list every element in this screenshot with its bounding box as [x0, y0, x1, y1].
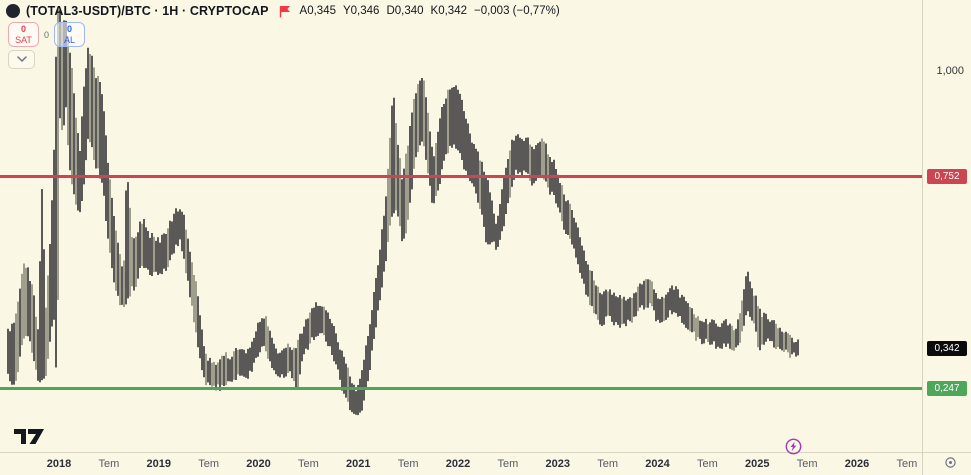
ohlc-item: K0,342 — [430, 5, 467, 17]
ohlc-item: D0,340 — [386, 5, 424, 17]
sell-count: 0 — [20, 24, 26, 35]
sell-button[interactable]: 0 SAT — [8, 22, 39, 47]
time-tick-july: Tem — [896, 458, 918, 470]
price-axis[interactable]: 1,000 — [922, 0, 971, 452]
sell-label: SAT — [15, 34, 32, 45]
time-tick-july: Tem — [397, 458, 419, 470]
candles-series — [7, 9, 799, 416]
time-tick-year: 2018 — [46, 458, 72, 470]
resistance-price-label: 0,752 — [927, 168, 967, 184]
spread-value: 0 — [44, 29, 50, 40]
candles-series — [15, 9, 791, 402]
time-axis[interactable]: 2018 Tem 2019 Tem 2020 Tem 2021 Tem 2022 Tem 2023 T… — [0, 452, 971, 475]
support-line[interactable] — [0, 386, 922, 390]
last-price-label: 0,342 — [927, 340, 967, 356]
flag-icon[interactable] — [279, 5, 291, 18]
time-tick-year: 2023 — [545, 458, 570, 470]
symbol-logo-icon — [6, 4, 20, 18]
chart-canvas[interactable] — [0, 0, 922, 452]
buy-count: 0 — [67, 24, 73, 35]
order-panel: 0 SAT 0 0 AL — [8, 22, 86, 47]
price-tick-label: 1,000 — [936, 65, 964, 77]
time-tick-year: 2026 — [844, 458, 870, 470]
time-tick-july: Tem — [796, 458, 818, 470]
support-price-label: 0,247 — [927, 380, 967, 396]
ohlc-item: A0,345 — [299, 5, 336, 17]
buy-button[interactable]: 0 AL — [54, 22, 86, 47]
ohlc-readout: A0,345 Y0,346 D0,340 K0,342 −0,003 (−0,77%) — [300, 5, 560, 17]
change-value: −0,003 (−0,77%) — [473, 5, 560, 17]
time-tick-year: 2020 — [246, 458, 271, 470]
symbol-title[interactable]: (TOTAL3-USDT)/BTC · 1H · CRYPTOCAP — [26, 4, 269, 18]
time-tick-july: Tem — [696, 458, 718, 470]
time-tick-july: Tem — [597, 458, 619, 470]
time-tick-year: 2022 — [445, 458, 471, 470]
time-tick-year: 2025 — [745, 458, 770, 470]
tradingview-logo[interactable] — [14, 427, 45, 451]
chart-legend: (TOTAL3-USDT)/BTC · 1H · CRYPTOCAP A0,34… — [6, 4, 560, 18]
time-tick-year: 2021 — [346, 458, 371, 470]
time-tick-july: Tem — [297, 458, 319, 470]
scale-settings-icon[interactable] — [944, 456, 957, 474]
lightning-icon[interactable] — [785, 438, 802, 460]
ohlc-item: Y0,346 — [342, 5, 380, 17]
time-tick-july: Tem — [497, 458, 519, 470]
chevron-down-icon — [16, 56, 27, 63]
time-tick-year: 2024 — [645, 458, 670, 470]
time-tick-july: Tem — [198, 458, 220, 470]
collapse-panel-button[interactable] — [8, 50, 35, 69]
resistance-line[interactable] — [0, 174, 922, 178]
buy-label: AL — [64, 34, 76, 45]
time-tick-july: Tem — [98, 458, 120, 470]
time-tick-year: 2019 — [146, 458, 171, 470]
axis-corner — [922, 452, 971, 475]
